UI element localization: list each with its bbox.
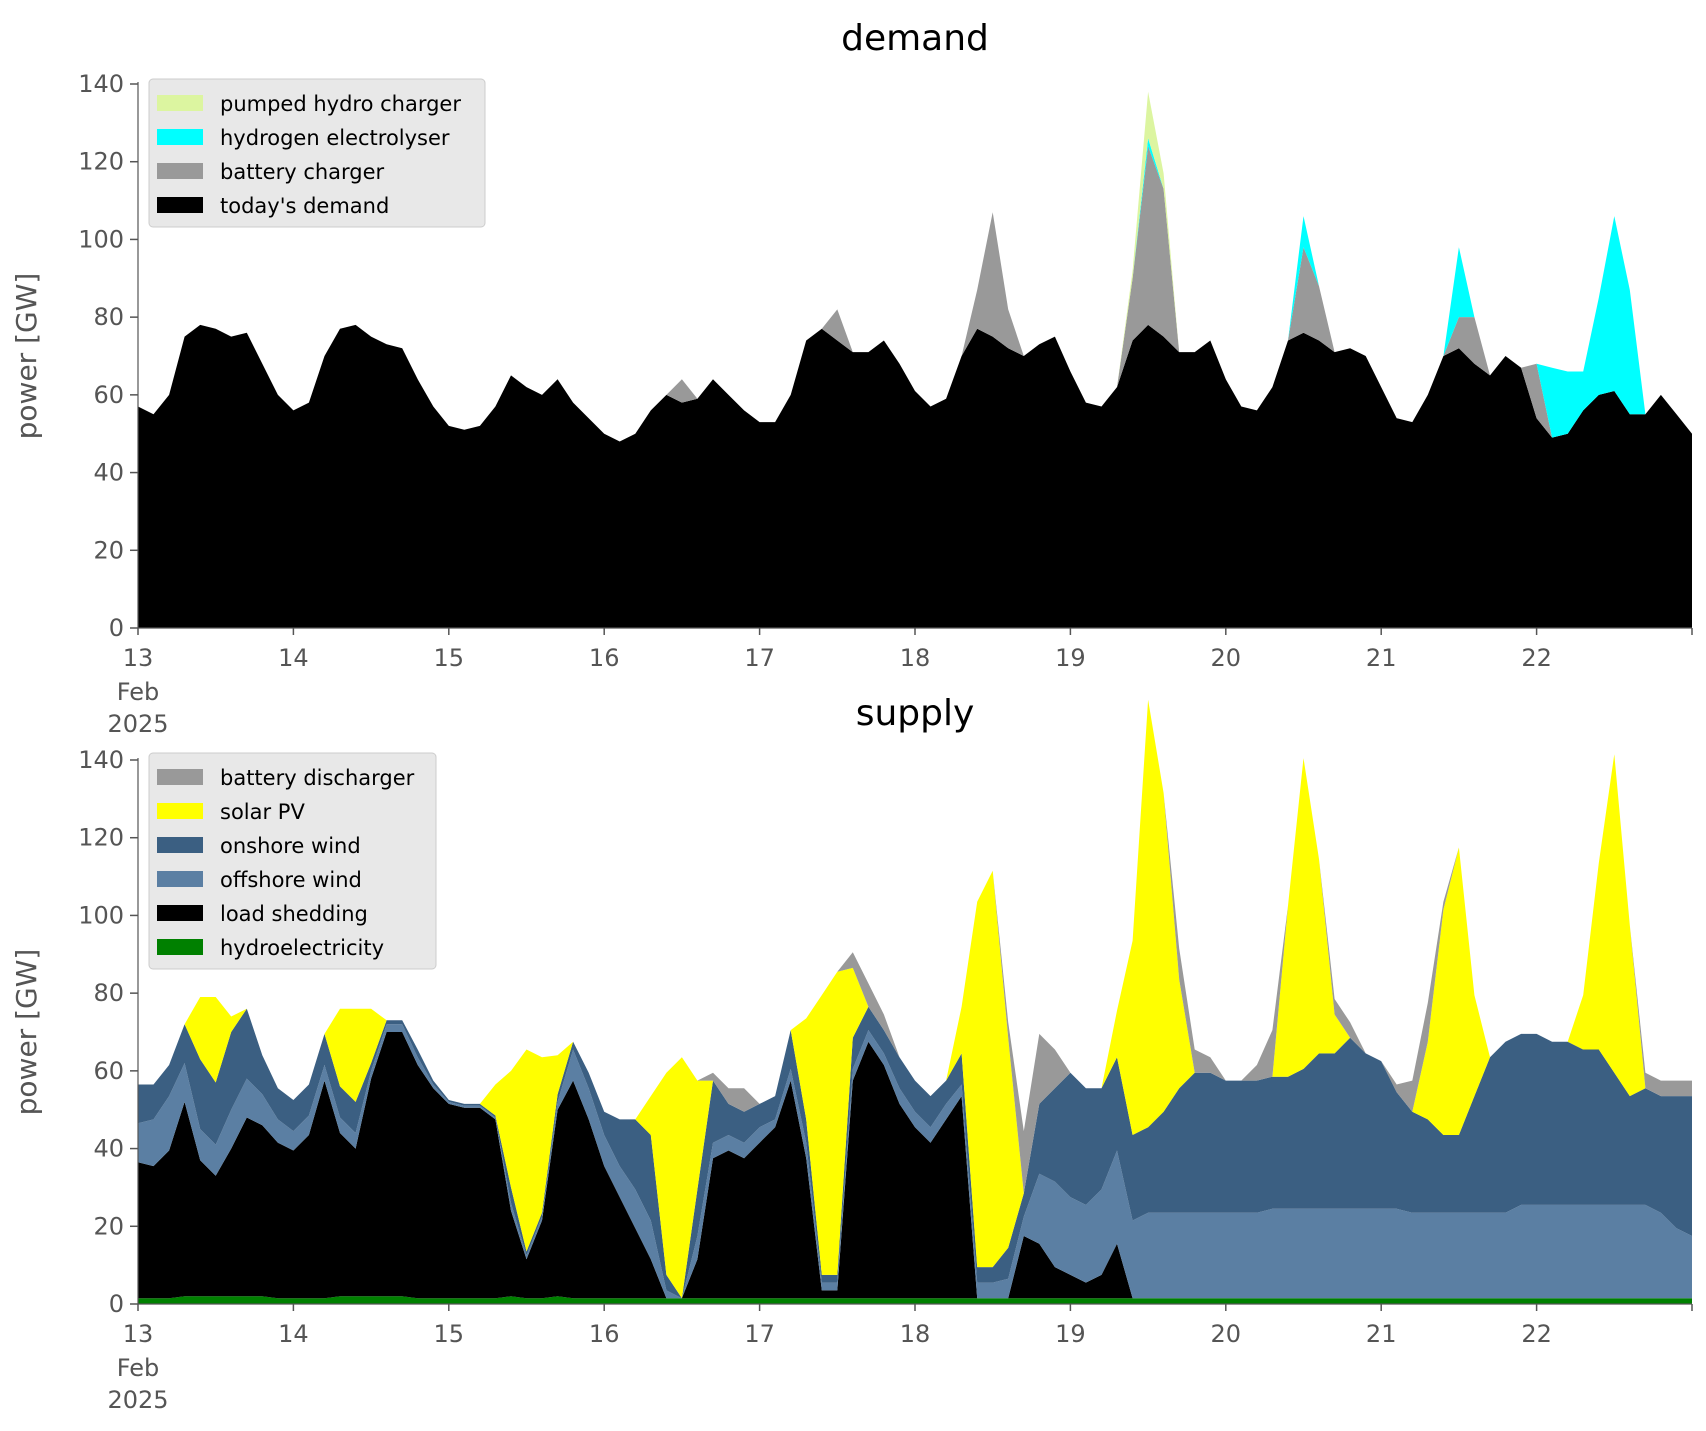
x-tick-label: 19 [1055,1320,1086,1348]
legend-swatch [157,803,203,819]
legend-item-solar-pv: solar PV [157,800,305,824]
y-tick-label: 140 [78,70,124,98]
legend-item-hydroelectricity: hydroelectricity [157,936,384,960]
legend-swatch [157,129,203,145]
legend-label: pumped hydro charger [220,92,461,116]
y-tick-label: 0 [109,614,124,642]
legend-label: battery discharger [220,766,415,790]
legend-swatch [157,939,203,955]
legend-box [148,752,437,970]
demand-chart: demand power [GW] 0 20 40 60 80 100 120 140 13 14 15… [10,18,1693,738]
x-tick-label: 13 [123,644,154,672]
area-onshore-wind [138,1006,1692,1299]
y-axis-label: power [GW] [10,273,43,440]
legend: pumped hydro charger hydrogen electrolyse… [148,78,486,228]
x-tick-label: 15 [434,644,465,672]
y-tick-label: 20 [93,1212,124,1240]
x-tick-label: 17 [744,1320,775,1348]
legend: battery discharger solar PV onshore wind of… [148,752,437,970]
supply-chart: supply power [GW] 0 20 40 60 80 100 120 140 13 14 15… [10,693,1693,1414]
legend-swatch [157,871,203,887]
legend-item-pumped-hydro-charger: pumped hydro charger [157,92,461,116]
legend-swatch [157,769,203,785]
x-tick-label: 22 [1521,644,1552,672]
y-axis-label: power [GW] [10,949,43,1116]
x-tick-label: 18 [900,1320,931,1348]
x-tick-label: 14 [278,1320,309,1348]
y-tick-label: 120 [78,148,124,176]
legend-label: today's demand [220,194,389,218]
legend-label: hydroelectricity [220,936,384,960]
legend-label: offshore wind [220,868,362,892]
legend-item-battery-charger: battery charger [157,160,385,184]
y-tick-label: 0 [109,1290,124,1318]
area-load-shedding [138,1032,1692,1299]
legend-item-onshore-wind: onshore wind [157,834,361,858]
legend-item-hydrogen-electrolyser: hydrogen electrolyser [157,126,450,150]
legend-label: battery charger [220,160,385,184]
x-tick-sublabel: 2025 [107,1386,168,1414]
x-tick-label: 15 [434,1320,465,1348]
legend-box [148,78,486,228]
x-tick-label: 13 [123,1320,154,1348]
area-offshore-wind [138,1024,1692,1299]
x-tick-label: 19 [1055,644,1086,672]
area-solar-pv [138,699,1692,1299]
y-tick-label: 40 [93,459,124,487]
x-tick-label: 22 [1521,1320,1552,1348]
legend-item-today-s-demand: today's demand [157,194,389,218]
x-tick-sublabel: 2025 [107,710,168,738]
x-tick-label: 16 [589,644,620,672]
legend-label: hydrogen electrolyser [220,126,450,150]
legend-swatch [157,95,203,111]
x-tick-sublabel: Feb [117,678,160,706]
x-tick-label: 20 [1211,644,1242,672]
y-tick-label: 40 [93,1135,124,1163]
area-layers [138,91,1692,628]
x-tick-label: 18 [900,644,931,672]
y-tick-label: 100 [78,225,124,253]
legend-label: onshore wind [220,834,361,858]
y-tick-label: 80 [93,979,124,1007]
area-hydroelectricity [138,1296,1692,1304]
legend-label: load shedding [220,902,368,926]
chart-title: supply [856,693,975,734]
legend-item-battery-discharger: battery discharger [157,766,415,790]
x-tick-label: 21 [1366,644,1397,672]
legend-item-load-shedding: load shedding [157,902,368,926]
legend-swatch [157,197,203,213]
y-tick-label: 120 [78,824,124,852]
y-tick-label: 20 [93,536,124,564]
y-tick-label: 100 [78,901,124,929]
legend-item-offshore-wind: offshore wind [157,868,362,892]
legend-swatch [157,837,203,853]
area-today-s-demand [138,324,1692,628]
area-battery-charger [138,146,1692,442]
legend-label: solar PV [220,800,305,824]
x-tick-label: 14 [278,644,309,672]
y-tick-label: 60 [93,1057,124,1085]
x-tick-label: 21 [1366,1320,1397,1348]
chart-title: demand [841,18,989,59]
x-tick-label: 20 [1211,1320,1242,1348]
area-layers [138,699,1692,1304]
y-tick-label: 60 [93,381,124,409]
legend-swatch [157,905,203,921]
y-tick-label: 80 [93,303,124,331]
x-tick-label: 17 [744,644,775,672]
y-tick-label: 140 [78,746,124,774]
x-tick-label: 16 [589,1320,620,1348]
x-tick-sublabel: Feb [117,1354,160,1382]
legend-swatch [157,163,203,179]
